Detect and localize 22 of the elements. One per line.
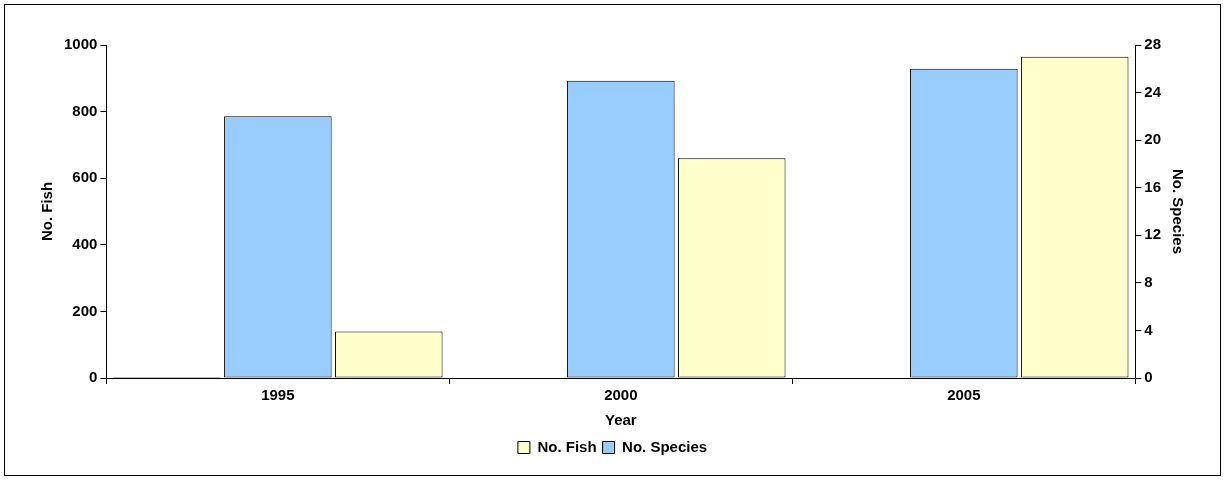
y-tick-label: 0 — [89, 368, 98, 386]
y2-tick-label: 16 — [1144, 177, 1161, 195]
x-tick-label: 2005 — [947, 386, 981, 404]
x-tick-label: 2000 — [604, 386, 638, 404]
y2-tick-label: 8 — [1144, 273, 1153, 290]
y2-tick-label: 0 — [1144, 368, 1153, 386]
y-tick-label: 800 — [72, 101, 98, 119]
y-tick-label: 1000 — [63, 35, 98, 53]
y2-tick-label: 20 — [1144, 130, 1161, 148]
legend-label: No. Fish — [537, 437, 597, 455]
y-tick-label: 200 — [72, 301, 98, 319]
y2-tick-label: 28 — [1144, 35, 1161, 53]
y-tick-label: 600 — [72, 168, 98, 186]
y2-tick-label: 4 — [1144, 320, 1154, 338]
y2-axis-title: No. Species — [1169, 168, 1187, 255]
x-tick-label: 1995 — [261, 386, 295, 404]
y-tick-label: 400 — [72, 234, 98, 252]
legend-label: No. Species — [622, 437, 708, 455]
y-axis-title: No. Fish — [38, 181, 56, 242]
y2-tick-label: 24 — [1144, 82, 1162, 100]
x-axis-title: Year — [604, 411, 637, 429]
y2-tick-label: 12 — [1144, 225, 1161, 243]
